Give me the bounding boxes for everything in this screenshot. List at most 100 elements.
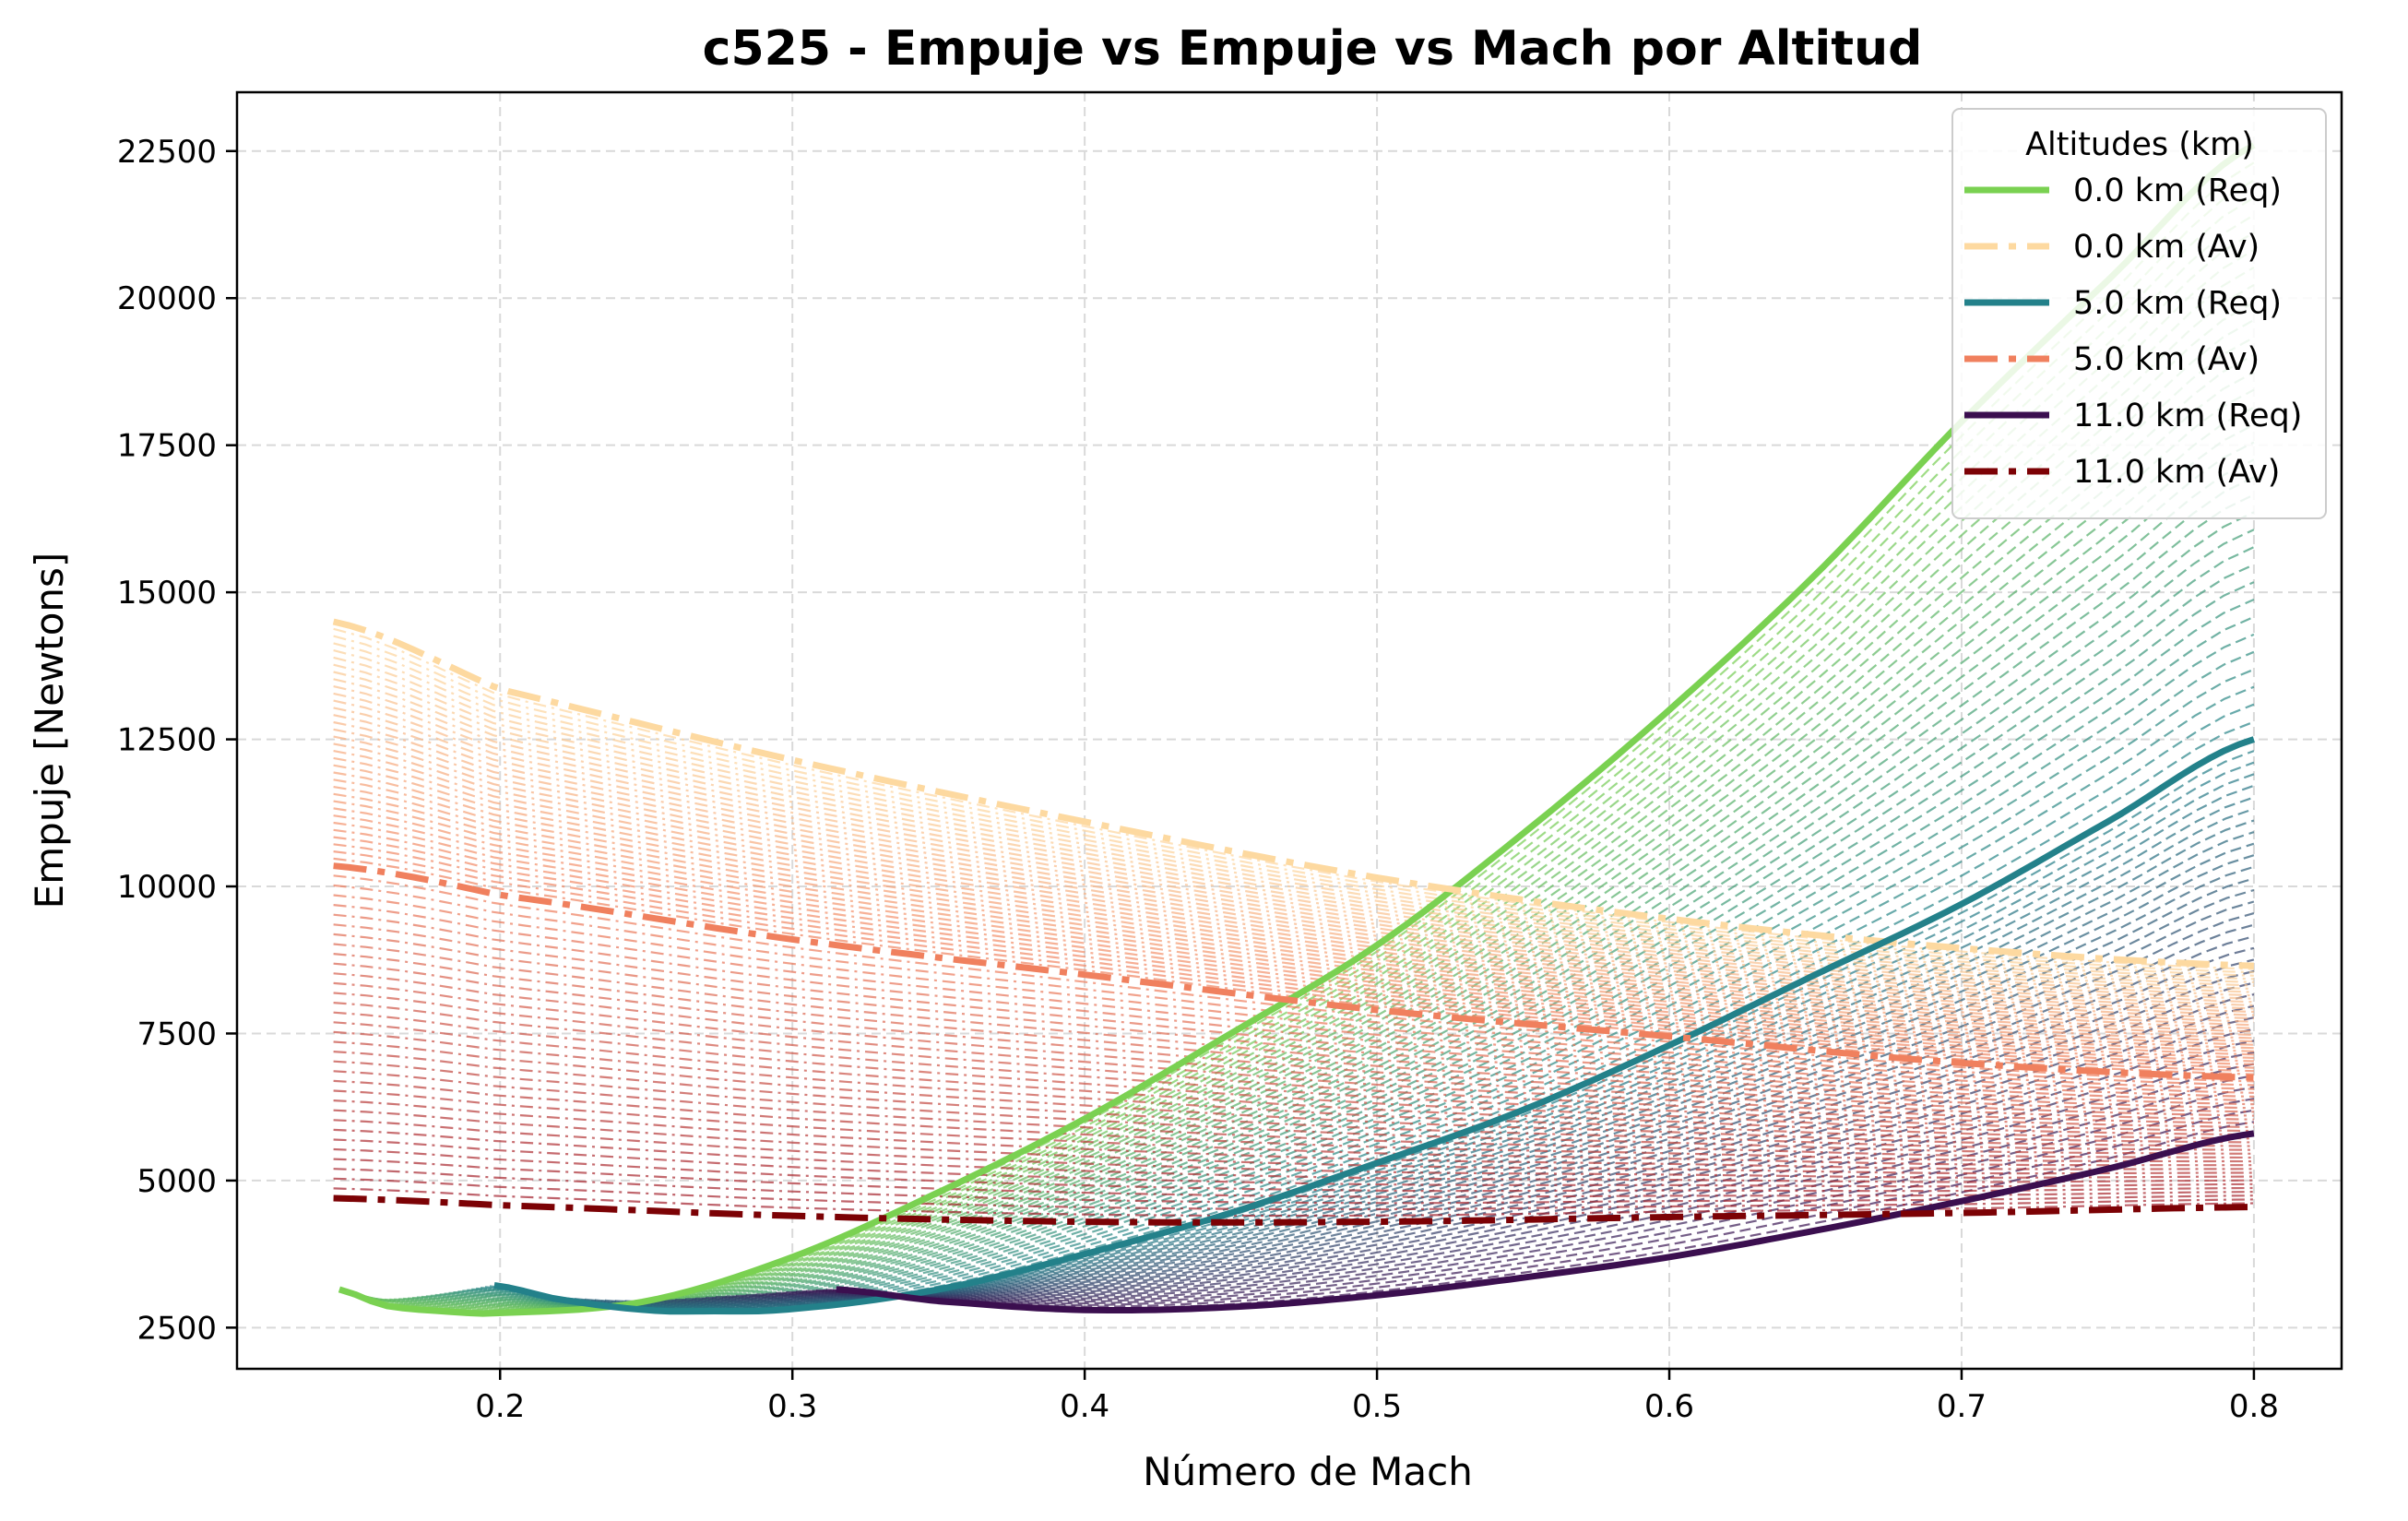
- intermediate-curve: [564, 819, 2255, 1308]
- intermediate-curve: [333, 843, 2254, 1069]
- intermediate-curve: [333, 635, 2254, 974]
- x-tick-label: 0.4: [1060, 1388, 1109, 1425]
- intermediate-curve: [333, 663, 2254, 987]
- x-tick-label: 0.3: [767, 1388, 817, 1425]
- intermediate-curve: [371, 267, 2255, 1310]
- intermediate-curve: [685, 958, 2255, 1301]
- intermediate-curve: [333, 1051, 2254, 1151]
- legend-label-5: 11.0 km (Av): [2073, 454, 2280, 491]
- intermediate-curve: [333, 627, 2254, 970]
- intermediate-curve: [333, 943, 2254, 1110]
- legend-label-4: 11.0 km (Req): [2073, 398, 2302, 434]
- intermediate-curve: [333, 874, 2254, 1083]
- intermediate-curve: [333, 720, 2254, 1014]
- intermediate-curve: [394, 353, 2255, 1309]
- legend-label-0: 0.0 km (Req): [2073, 172, 2282, 209]
- intermediate-curve: [333, 699, 2254, 1004]
- intermediate-curve: [675, 946, 2255, 1301]
- x-tick-label: 0.7: [1937, 1388, 1987, 1425]
- intermediate-curve: [333, 707, 2254, 1006]
- series-lines: [332, 142, 2256, 1317]
- intermediate-curve: [333, 807, 2254, 1052]
- intermediate-curve: [333, 933, 2254, 1106]
- intermediate-curve: [333, 642, 2254, 977]
- intermediate-curve: [333, 649, 2254, 980]
- intermediate-curve: [333, 972, 2254, 1121]
- intermediate-curve: [389, 336, 2255, 1309]
- intermediate-curve: [333, 1011, 2254, 1136]
- intermediate-curve: [333, 1021, 2254, 1140]
- series-line-0: [338, 142, 2256, 1317]
- intermediate-curve: [333, 836, 2254, 1066]
- intermediate-curve: [333, 850, 2254, 1073]
- intermediate-curve: [333, 656, 2254, 983]
- x-axis-label: Número de Mach: [1143, 1449, 1473, 1494]
- y-tick-label: 10000: [117, 869, 217, 906]
- y-tick-label: 5000: [136, 1163, 217, 1200]
- intermediate-curve: [333, 728, 2254, 1016]
- intermediate-curve: [776, 1063, 2255, 1302]
- intermediate-curve: [333, 962, 2254, 1117]
- intermediate-curve: [765, 1051, 2255, 1301]
- intermediate-curve: [333, 1070, 2254, 1159]
- intermediate-curve: [333, 913, 2254, 1098]
- intermediate-curve: [333, 1002, 2254, 1133]
- intermediate-curve: [333, 821, 2254, 1059]
- legend-label-2: 5.0 km (Req): [2073, 285, 2282, 322]
- intermediate-curve: [333, 828, 2254, 1063]
- chart-title: c525 - Empuje vs Empuje vs Mach por Alti…: [703, 21, 1923, 77]
- intermediate-curve: [594, 854, 2255, 1306]
- intermediate-curve: [796, 1086, 2255, 1305]
- y-tick-label: 2500: [136, 1310, 217, 1347]
- intermediate-curve: [333, 1060, 2254, 1155]
- series-line-4: [836, 1130, 2255, 1313]
- intermediate-curve: [333, 923, 2254, 1102]
- intermediate-curve: [385, 318, 2255, 1309]
- intermediate-curve: [480, 685, 2255, 1312]
- intermediate-curve: [333, 685, 2254, 997]
- y-tick-label: 7500: [136, 1016, 217, 1052]
- intermediate-curve: [333, 1099, 2254, 1170]
- y-tick-label: 20000: [117, 280, 217, 317]
- x-tick-label: 0.5: [1352, 1388, 1402, 1425]
- intermediate-curve: [333, 735, 2254, 1020]
- x-tick-label: 0.8: [2229, 1388, 2279, 1425]
- intermediate-curve: [333, 771, 2254, 1037]
- intermediate-curve: [715, 993, 2255, 1299]
- intermediate-curve: [333, 778, 2254, 1040]
- intermediate-curve: [333, 786, 2254, 1043]
- intermediate-curve: [786, 1074, 2255, 1303]
- intermediate-curve: [333, 692, 2254, 1000]
- x-axis-ticks: 0.2 0.3 0.4 0.5 0.6 0.7 0.8: [475, 1369, 2279, 1425]
- intermediate-curve: [375, 284, 2255, 1310]
- intermediate-curve: [333, 1079, 2254, 1163]
- legend: Altitudes (km) 0.0 km (Req) 0.0 km (Av) 5.…: [1951, 108, 2327, 519]
- intermediate-curve: [489, 720, 2255, 1313]
- intermediate-curve: [805, 1098, 2255, 1307]
- y-axis-label: Empuje [Newtons]: [27, 553, 72, 909]
- intermediate-curve: [333, 904, 2254, 1094]
- intermediate-curve: [471, 650, 2255, 1311]
- series-line-2: [493, 736, 2256, 1315]
- x-tick-label: 0.2: [475, 1388, 525, 1425]
- intermediate-curve: [398, 371, 2255, 1308]
- intermediate-curve: [333, 756, 2254, 1029]
- series-line-5: [333, 1194, 2254, 1226]
- series-line-1: [332, 618, 2255, 969]
- intermediate-curve: [333, 800, 2254, 1050]
- intermediate-curve: [333, 884, 2254, 1087]
- y-tick-label: 15000: [117, 575, 217, 612]
- intermediate-curve: [333, 750, 2254, 1027]
- y-tick-label: 12500: [117, 722, 217, 759]
- intermediate-curve: [333, 764, 2254, 1033]
- legend-title: Altitudes (km): [2025, 126, 2254, 163]
- legend-label-1: 0.0 km (Av): [2073, 229, 2260, 266]
- intermediate-curve: [333, 992, 2254, 1128]
- intermediate-curve: [333, 743, 2254, 1023]
- intermediate-curve: [333, 1040, 2254, 1147]
- intermediate-curve: [665, 935, 2255, 1301]
- x-tick-label: 0.6: [1644, 1388, 1694, 1425]
- intermediate-curve: [333, 814, 2254, 1056]
- intermediate-curve: [333, 894, 2254, 1090]
- intermediate-curve: [476, 668, 2255, 1311]
